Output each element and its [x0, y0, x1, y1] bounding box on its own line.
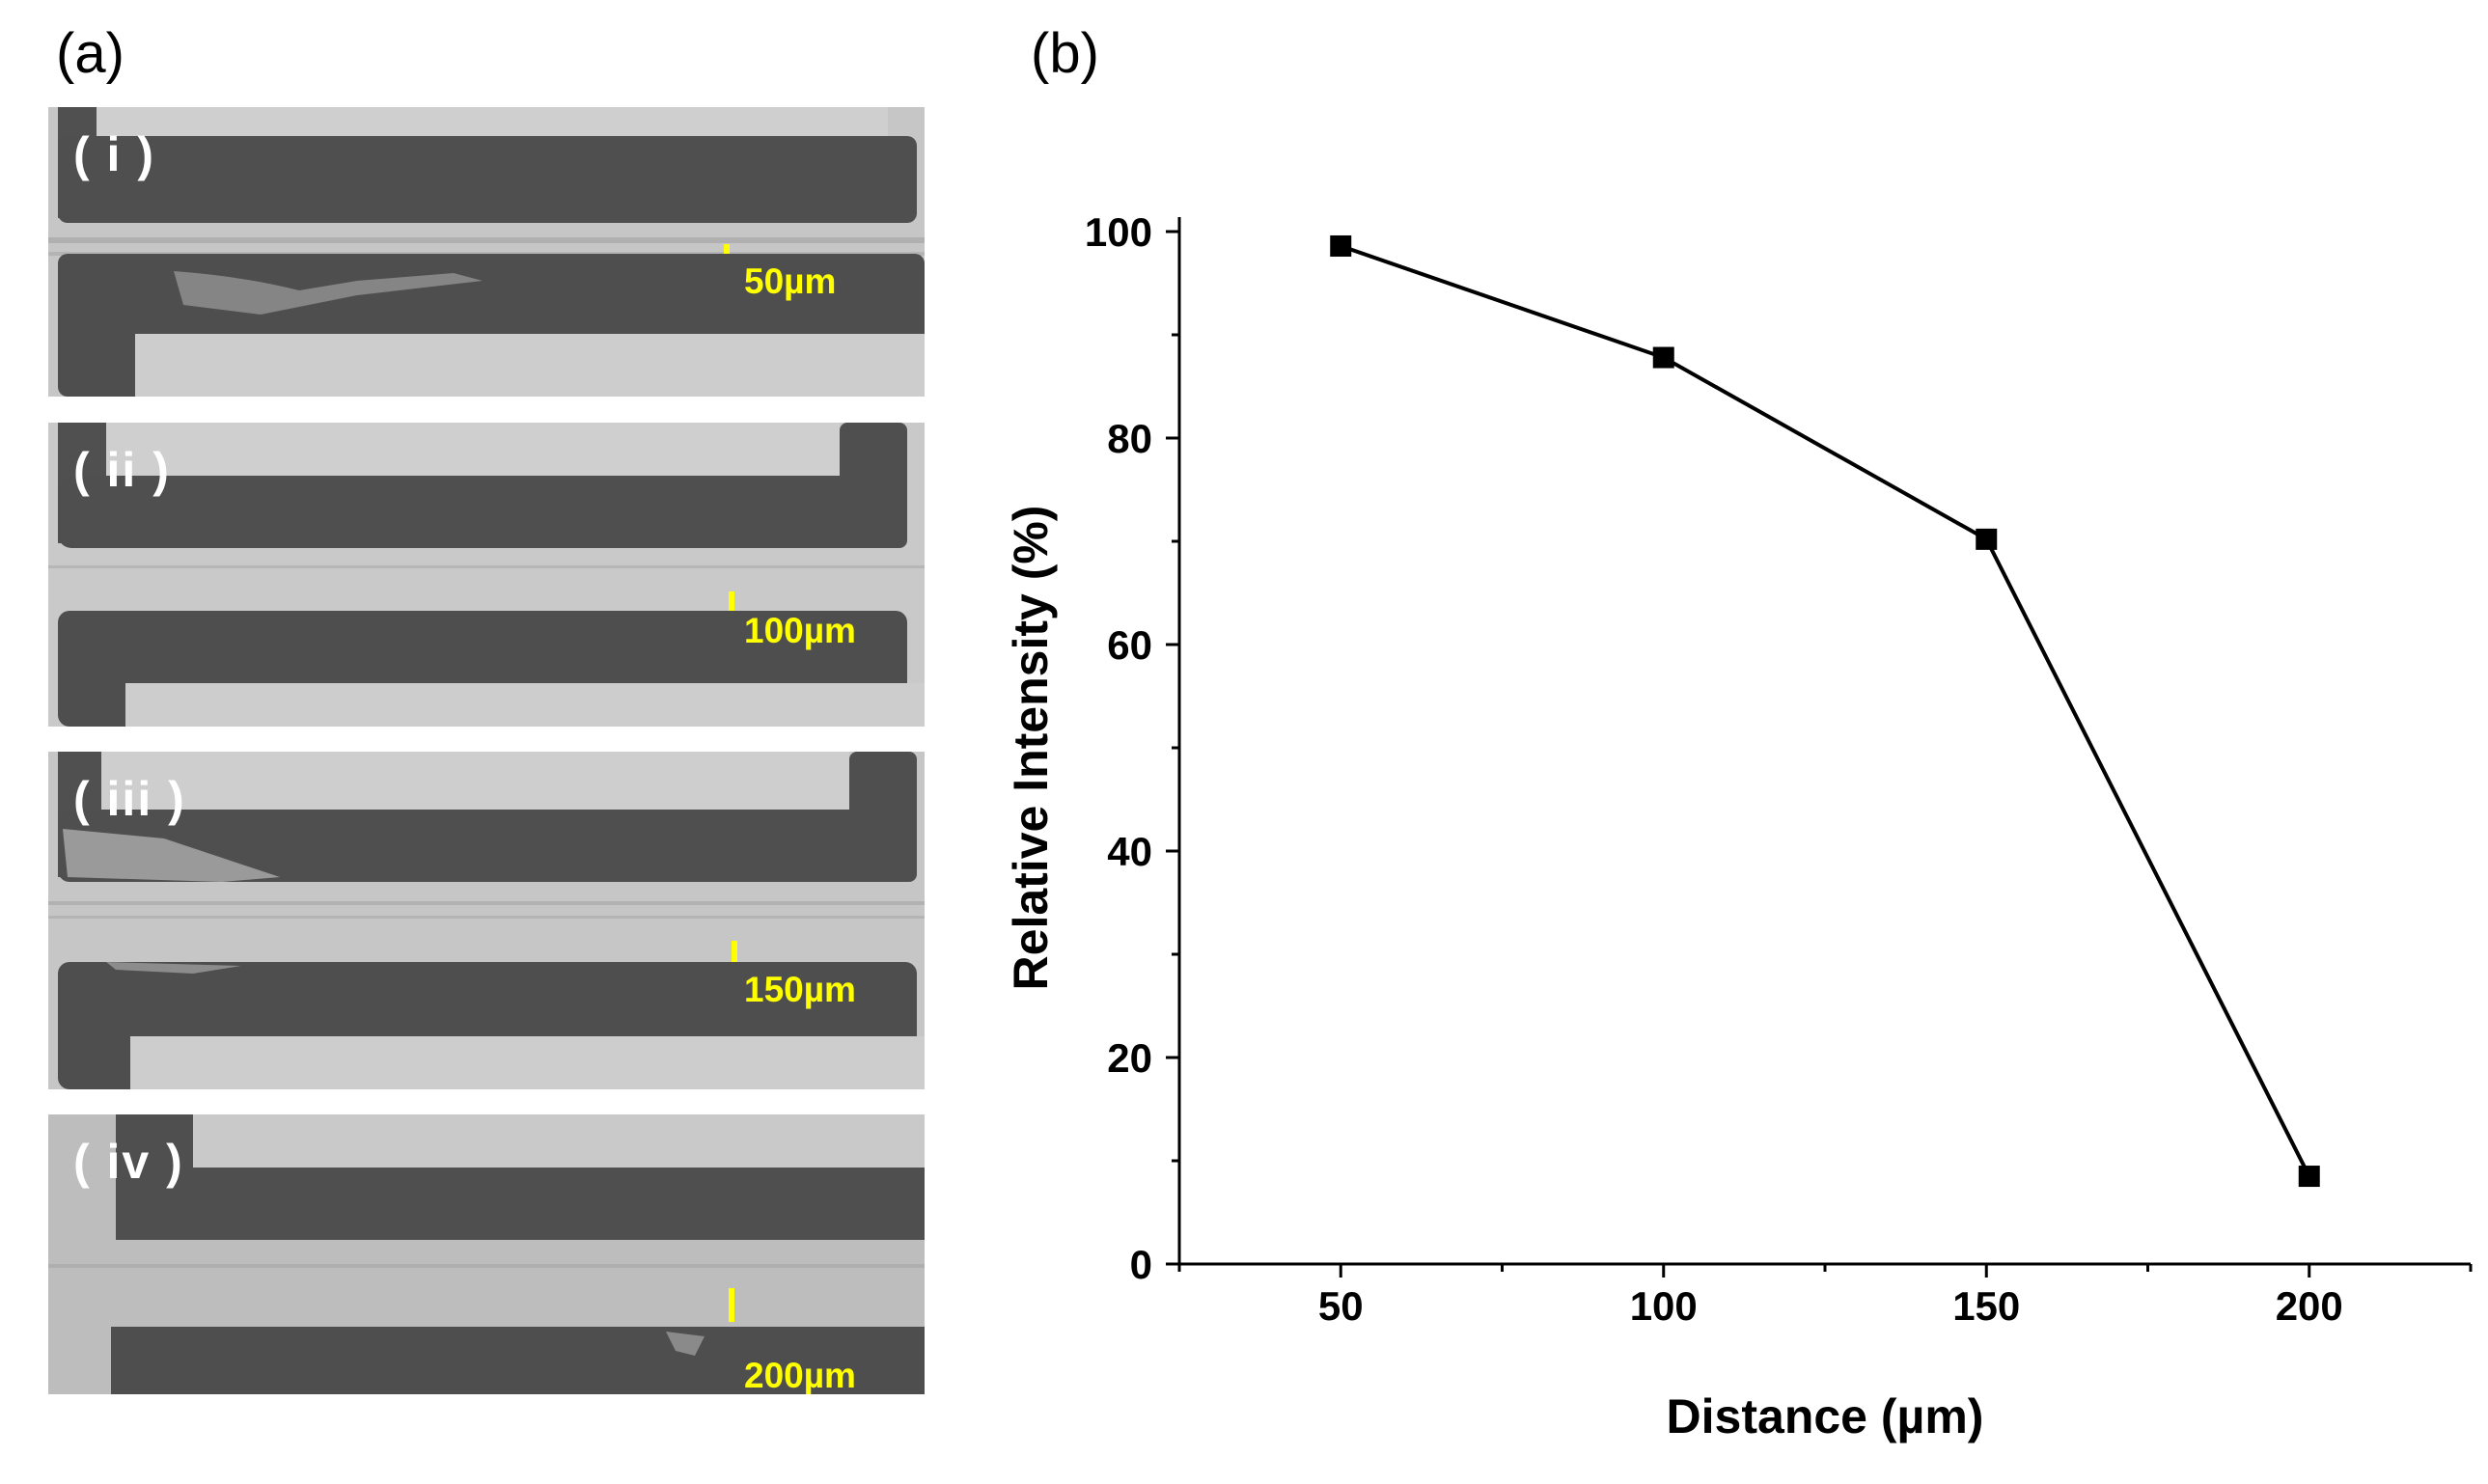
x-tick-label: 50: [1318, 1283, 1364, 1329]
y-tick-label: 40: [1107, 829, 1152, 874]
scale-bar-label: 200µm: [744, 1356, 856, 1394]
chart-axes: [1177, 217, 2471, 1266]
micrograph-label: ( ii ): [73, 443, 171, 497]
panel-a-label: (a): [56, 22, 124, 85]
y-axis-title: Relative Intensity (%): [1004, 506, 1058, 991]
scale-bar-label: 150µm: [744, 970, 856, 1009]
micrograph-iv: ( iv ) 200µm: [48, 1114, 925, 1394]
series-line: [1340, 244, 2311, 1177]
micrograph-label: ( i ): [73, 127, 155, 181]
scale-bar-label: 50µm: [744, 261, 837, 301]
data-point: [1652, 346, 1674, 369]
micrograph-image: [48, 107, 925, 397]
scale-bar-label: 100µm: [744, 611, 856, 650]
y-tick-label: 0: [1130, 1242, 1152, 1287]
data-point: [1976, 528, 1998, 550]
micrograph-ii: ( ii ) 100µm: [48, 423, 925, 727]
y-tick-label: 80: [1107, 416, 1152, 461]
data-point: [1330, 234, 1352, 257]
x-axis-title: Distance (µm): [1667, 1389, 1984, 1443]
micrograph-image: [48, 1114, 925, 1394]
y-tick-label: 100: [1085, 209, 1152, 255]
chart-series: [1330, 234, 2320, 1188]
micrograph-image: [48, 752, 925, 1089]
micrograph-i: ( i ) 50µm: [48, 107, 925, 397]
line-chart: 0 20 40 60 80 100 50 100 150 200 Distance (µm) Re…: [1004, 209, 2473, 1443]
x-tick-label: 100: [1630, 1283, 1698, 1329]
x-tick-label: 200: [2276, 1283, 2343, 1329]
micrograph-label: ( iv ): [73, 1135, 184, 1189]
micrograph-iii: ( iii ) 150µm: [48, 752, 925, 1089]
chart-ticks: 0 20 40 60 80 100 50 100 150 200: [1085, 209, 2473, 1329]
y-tick-label: 20: [1107, 1035, 1152, 1081]
micrograph-image: [48, 423, 925, 727]
data-point: [2298, 1166, 2320, 1188]
y-tick-label: 60: [1107, 622, 1152, 668]
x-tick-label: 150: [1952, 1283, 2020, 1329]
micrograph-label: ( iii ): [73, 772, 186, 826]
panel-b-label: (b): [1031, 22, 1099, 85]
